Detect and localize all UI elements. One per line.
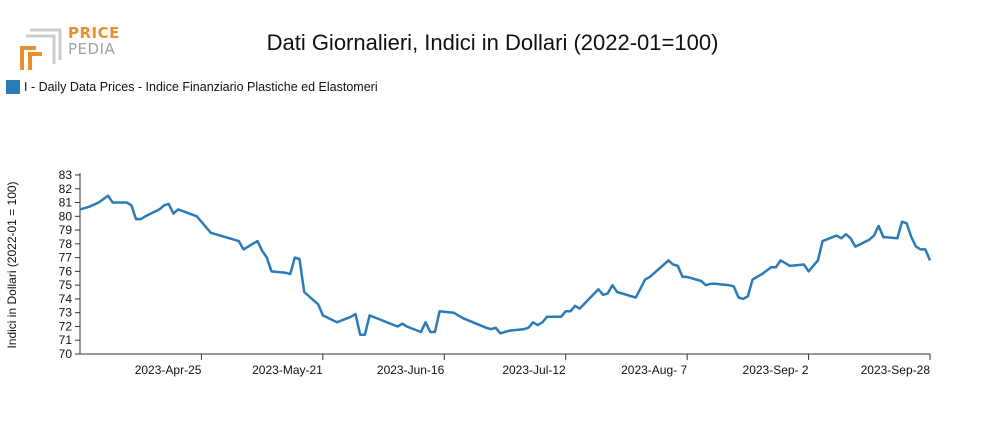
pricepedia-logo: PRICE PEDIA	[20, 24, 130, 74]
y-tick-label: 78	[59, 237, 73, 251]
y-tick-label: 76	[59, 264, 73, 278]
y-tick-label: 82	[59, 182, 73, 196]
chart-title: Dati Giornalieri, Indici in Dollari (202…	[266, 30, 719, 55]
series-layer	[79, 194, 932, 336]
y-tick-label: 80	[59, 209, 73, 223]
legend-label: I - Daily Data Prices - Indice Finanziar…	[24, 80, 378, 94]
x-tick-label: 2023-Jun-16	[377, 363, 445, 377]
y-tick-label: 79	[59, 223, 73, 237]
logo-text-price: PRICE	[68, 24, 120, 42]
y-tick-label: 72	[59, 319, 73, 333]
y-axis-title: Indici in Dollari (2022-01 = 100)	[5, 181, 19, 348]
legend: I - Daily Data Prices - Indice Finanziar…	[6, 80, 378, 94]
y-tick-label: 75	[59, 278, 73, 292]
logo-text-pedia: PEDIA	[68, 40, 116, 58]
series-line	[79, 194, 932, 336]
y-tick-label: 81	[59, 196, 73, 210]
y-tick-label: 74	[59, 292, 73, 306]
x-axis: 2023-Apr-25 2023-May-21 2023-Jun-16 2023-Ju…	[80, 353, 931, 377]
y-tick-label: 71	[59, 333, 73, 347]
logo-mark-icon	[20, 28, 62, 70]
y-tick-label: 83	[59, 168, 73, 182]
y-tick-label: 77	[59, 251, 73, 265]
x-tick-label: 2023-Jul-12	[502, 363, 566, 377]
x-tick-label: 2023-Aug- 7	[621, 363, 687, 377]
y-tick-label: 73	[59, 306, 73, 320]
x-tick-label: 2023-Apr-25	[135, 363, 202, 377]
x-tick-label: 2023-Sep-28	[861, 363, 931, 377]
legend-swatch	[6, 80, 20, 94]
y-tick-label: 70	[59, 347, 73, 361]
x-tick-label: 2023-May-21	[252, 363, 323, 377]
x-tick-label: 2023-Sep- 2	[743, 363, 809, 377]
